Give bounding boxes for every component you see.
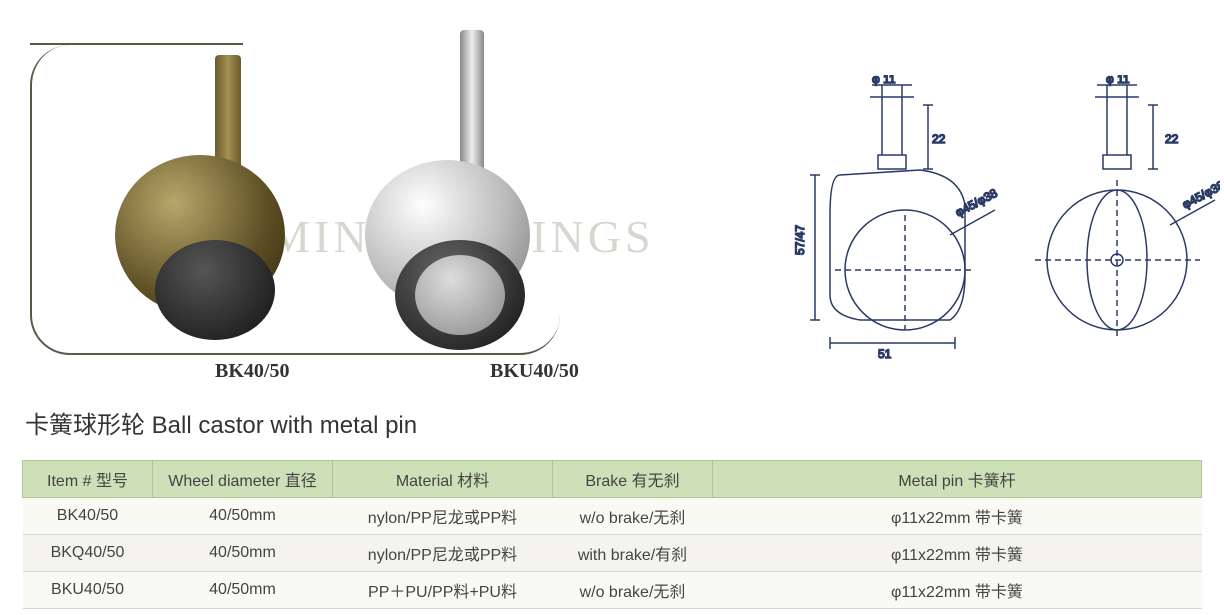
spec-table: Item # 型号 Wheel diameter 直径 Material 材料 … [22, 460, 1202, 609]
cell: nylon/PP尼龙或PP料 [333, 535, 553, 572]
cell: 40/50mm [153, 498, 333, 535]
cell: with brake/有刹 [553, 535, 713, 572]
section-title: 卡簧球形轮 Ball castor with metal pin [25, 405, 417, 440]
dim-57: 57/47 [793, 225, 807, 255]
product-photo-bk [95, 55, 295, 355]
dim-phi45-b: φ45/φ38 [1180, 178, 1220, 212]
cell: BK40/50 [23, 498, 153, 535]
engineering-drawings: 57/47 51 φ 11 22 φ45/φ38 [790, 75, 1220, 365]
table-row: BK40/50 40/50mm nylon/PP尼龙或PP料 w/o brake… [23, 498, 1202, 535]
cell: w/o brake/无刹 [553, 572, 713, 609]
cell: 40/50mm [153, 572, 333, 609]
product-label-left: BK40/50 [215, 360, 289, 383]
product-photo-bku [350, 30, 550, 355]
cell: nylon/PP尼龙或PP料 [333, 498, 553, 535]
cell: PP＋PU/PP料+PU料 [333, 572, 553, 609]
cell: BKQ40/50 [23, 535, 153, 572]
cell: BKU40/50 [23, 572, 153, 609]
cell: φ11x22mm 带卡簧 [713, 535, 1202, 572]
table-row: BKU40/50 40/50mm PP＋PU/PP料+PU料 w/o brake… [23, 572, 1202, 609]
dim-phi11-a: φ 11 [872, 75, 896, 86]
col-material: Material 材料 [333, 461, 553, 498]
table-header-row: Item # 型号 Wheel diameter 直径 Material 材料 … [23, 461, 1202, 498]
col-brake: Brake 有无刹 [553, 461, 713, 498]
table-row: BKQ40/50 40/50mm nylon/PP尼龙或PP料 with bra… [23, 535, 1202, 572]
col-diameter: Wheel diameter 直径 [153, 461, 333, 498]
dim-51: 51 [878, 347, 892, 361]
cell: 40/50mm [153, 535, 333, 572]
product-label-right: BKU40/50 [490, 360, 579, 383]
cell: w/o brake/无刹 [553, 498, 713, 535]
dim-22-b: 22 [1165, 132, 1179, 146]
cell: φ11x22mm 带卡簧 [713, 572, 1202, 609]
col-item: Item # 型号 [23, 461, 153, 498]
dim-phi11-b: φ 11 [1106, 75, 1130, 86]
dim-22-a: 22 [932, 132, 946, 146]
cell: φ11x22mm 带卡簧 [713, 498, 1202, 535]
figure-area: GOLDMINE FITTINGS BK40/50 BKU40/50 [0, 0, 1224, 395]
col-pin: Metal pin 卡簧杆 [713, 461, 1202, 498]
